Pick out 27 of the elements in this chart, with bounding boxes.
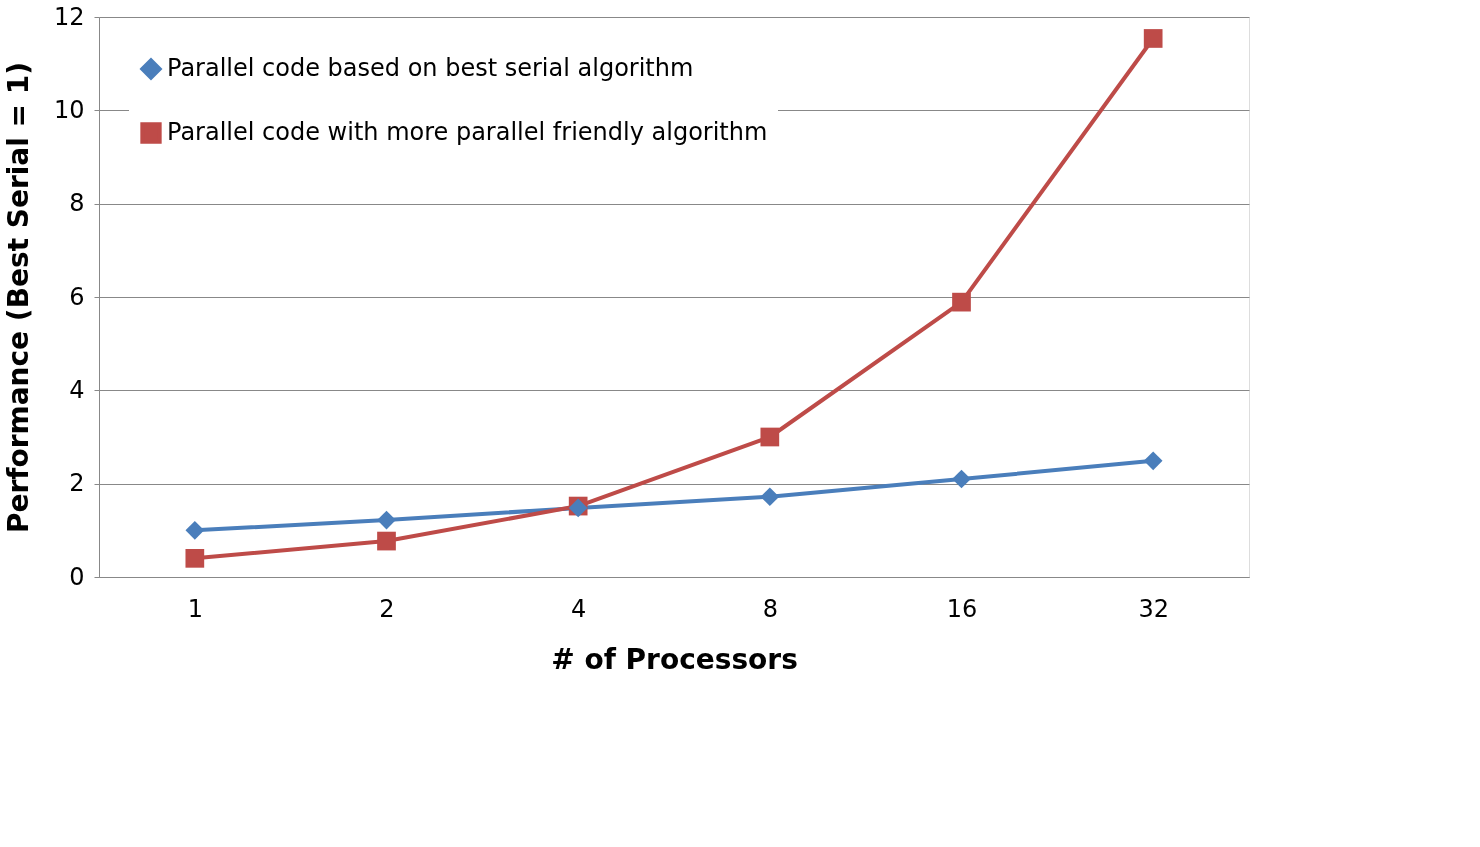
x-tick-label: 4 [571,594,587,623]
legend-label: Parallel code with more parallel friendly algorithm [167,118,768,146]
point [952,469,971,489]
x-tick-label: 2 [379,594,395,623]
y-tick-label: 8 [69,189,85,218]
x-tick-label: 32 [1138,594,1169,623]
x-axis-title: # of Processors [551,642,798,676]
point [377,510,396,530]
y-tick-label: 6 [69,282,85,311]
point [185,548,205,568]
point [185,520,205,540]
y-tick-label: 10 [53,95,85,124]
y-tick-label: 0 [69,562,85,591]
y-axis-title: Performance (Best Serial = 1) [1,61,35,534]
y-tick-label: 12 [53,2,85,31]
y-tick-label: 4 [69,375,85,404]
x-tick-label: 1 [187,594,203,623]
point [760,487,780,507]
point [952,292,971,312]
point [1143,29,1163,48]
legend-label: Parallel code based on best serial algorithm [167,54,694,82]
point [377,531,396,551]
point [760,427,780,447]
y-tick-label: 2 [69,469,85,498]
x-tick-label: 8 [762,594,778,623]
point [1143,451,1163,471]
x-tick-label: 16 [946,594,978,623]
